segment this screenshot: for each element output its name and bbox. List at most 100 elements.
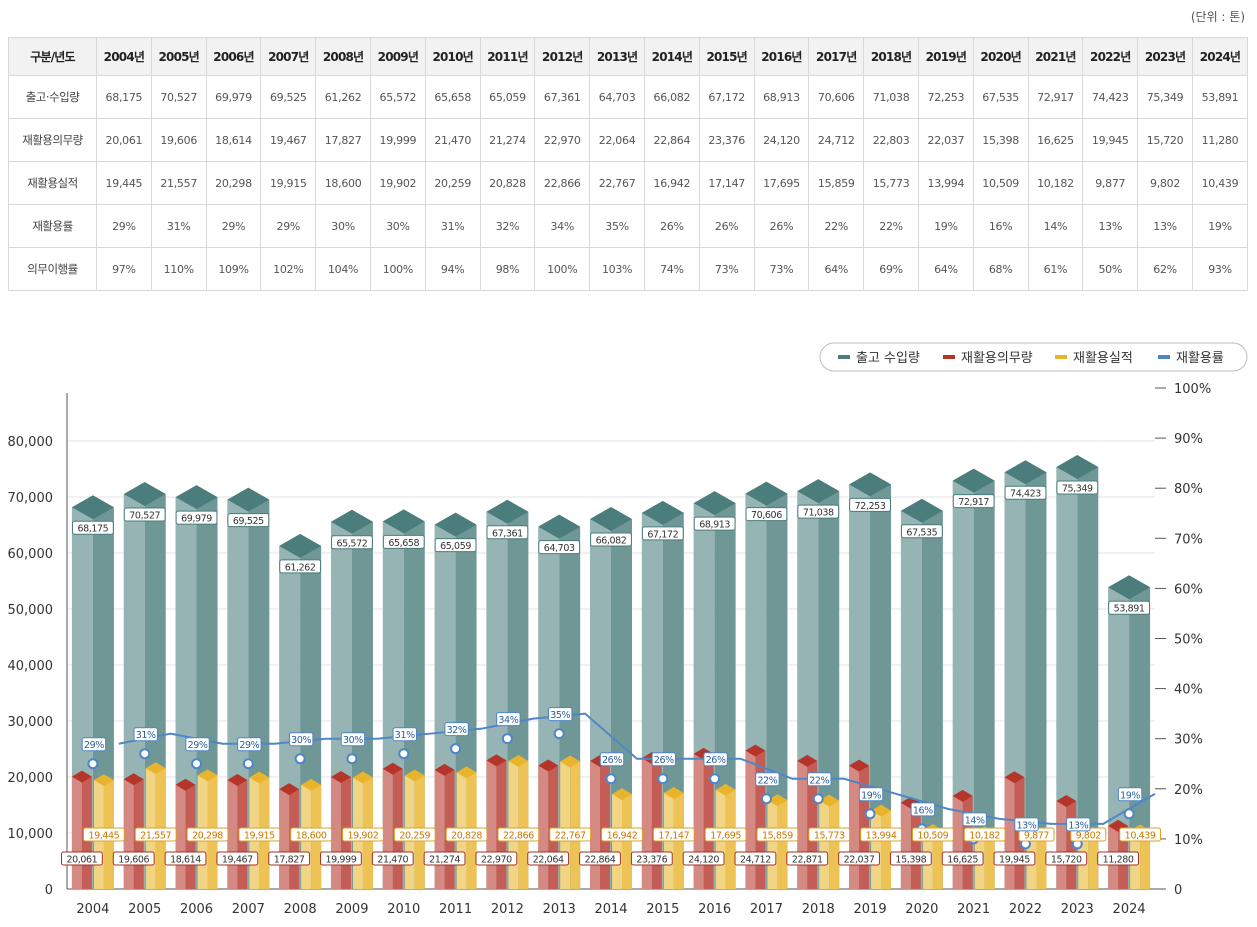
table-header-row: 구분/년도 2004년 2005년 2006년 2007년 2008년 2009년 2010년… (8, 37, 1249, 76)
table-cell: 102% (260, 247, 317, 291)
table-cell: 19,445 (96, 161, 152, 205)
svg-text:64,703: 64,703 (544, 543, 575, 554)
table-cell: 26% (753, 204, 810, 248)
svg-text:69,979: 69,979 (181, 514, 212, 525)
svg-text:68,175: 68,175 (77, 524, 108, 535)
svg-text:24,120: 24,120 (688, 855, 719, 866)
table-cell: 67,535 (972, 75, 1029, 119)
x-tick-label: 2012 (491, 902, 524, 917)
label-actual: 19,902 (342, 827, 384, 842)
table-cell: 69,979 (205, 75, 262, 119)
table-cell: 15,720 (1137, 118, 1193, 162)
label-obligation: 17,827 (268, 851, 311, 866)
y-left-tick-label: 0 (45, 883, 53, 898)
table-year-header: 2020년 (972, 37, 1029, 76)
table-cell: 29% (260, 204, 317, 248)
table-cell: 30% (315, 204, 371, 248)
table-cell: 67,172 (698, 75, 755, 119)
table-cell: 19,945 (1082, 118, 1139, 162)
label-rate: 14% (962, 812, 987, 827)
y-right-tick-label: 30% (1174, 733, 1203, 748)
x-tick-label: 2019 (854, 902, 887, 917)
table-cell: 19,902 (369, 161, 426, 205)
table-cell: 72,917 (1027, 75, 1084, 119)
label-rate: 31% (392, 727, 417, 742)
x-tick-label: 2013 (543, 902, 576, 917)
svg-text:19,945: 19,945 (999, 855, 1030, 866)
table-cell: 15,773 (863, 161, 919, 205)
rate-point (709, 773, 721, 785)
x-tick-label: 2008 (284, 902, 317, 917)
x-tick-label: 2024 (1113, 902, 1146, 917)
rate-point (398, 748, 410, 760)
table-cell: 10,509 (972, 161, 1029, 205)
table-row-label: 의무이행률 (8, 247, 97, 291)
table-cell: 9,802 (1137, 161, 1193, 205)
x-tick-label: 2011 (439, 902, 472, 917)
label-actual: 19,915 (238, 827, 281, 842)
table-cell: 31% (424, 204, 481, 248)
x-tick-label: 2005 (128, 902, 161, 917)
rate-point (191, 758, 203, 770)
svg-text:20,259: 20,259 (399, 831, 430, 842)
table-cell: 69,525 (260, 75, 317, 119)
label-obligation: 11,280 (1097, 851, 1139, 866)
svg-text:18,614: 18,614 (170, 855, 201, 866)
table-cell: 18,600 (315, 161, 371, 205)
bar-obligation (797, 754, 818, 889)
table-cell: 50% (1082, 247, 1139, 291)
x-tick-label: 2018 (802, 902, 835, 917)
label-total: 67,361 (486, 525, 529, 540)
table-cell: 17,827 (315, 118, 371, 162)
table-cell: 65,059 (479, 75, 536, 119)
svg-text:31%: 31% (136, 730, 156, 741)
table-cell: 53,891 (1191, 75, 1249, 119)
label-actual: 19,445 (83, 827, 125, 842)
x-tick-label: 2014 (594, 902, 627, 917)
label-total: 67,172 (641, 526, 684, 541)
table-cell: 22,864 (643, 118, 700, 162)
table-cell: 22,803 (863, 118, 919, 162)
label-actual: 13,994 (860, 827, 902, 842)
x-tick-label: 2009 (335, 902, 368, 917)
label-rate: 35% (547, 707, 573, 721)
x-tick-label: 2004 (76, 902, 109, 917)
bar-total (1056, 455, 1099, 889)
table-year-header: 2009년 (369, 37, 426, 76)
table-cell: 10,439 (1191, 161, 1249, 205)
label-obligation: 19,606 (112, 851, 155, 866)
svg-text:71,038: 71,038 (803, 508, 834, 519)
table-cell: 17,695 (753, 161, 810, 205)
table-cell: 13,994 (917, 161, 974, 205)
bar-actual (145, 762, 166, 889)
label-obligation: 22,064 (527, 851, 570, 866)
table-cell: 14% (1027, 204, 1084, 248)
label-rate: 16% (910, 802, 936, 817)
table-cell: 24,120 (753, 118, 810, 162)
table-cell: 64% (808, 247, 865, 291)
combo-chart: 0 10,000 20,000 30,000 40,000 50,000 60,000 70,… (8, 342, 1248, 917)
y-right-tick-label: 10% (1174, 833, 1203, 848)
svg-text:16%: 16% (913, 805, 933, 816)
table-year-header: 2019년 (917, 37, 974, 76)
svg-text:66,082: 66,082 (596, 535, 627, 546)
label-rate: 34% (496, 712, 521, 726)
table-cell: 26% (643, 204, 700, 248)
table-cell: 68% (972, 247, 1029, 291)
x-tick-label: 2022 (1009, 902, 1042, 917)
svg-text:19,606: 19,606 (118, 855, 149, 866)
table-corner-header: 구분/년도 (8, 37, 97, 76)
label-total: 65,658 (382, 534, 425, 549)
label-obligation: 22,037 (838, 851, 880, 866)
label-obligation: 19,467 (216, 851, 259, 866)
table-cell: 22,866 (534, 161, 591, 205)
svg-text:22%: 22% (809, 775, 829, 786)
table-cell: 21,557 (150, 161, 207, 205)
table-cell: 61% (1027, 247, 1084, 291)
table-cell: 35% (589, 204, 645, 248)
table-cell: 98% (479, 247, 536, 291)
bar-actual (767, 794, 788, 889)
svg-text:22,037: 22,037 (844, 855, 875, 866)
label-rate: 22% (755, 772, 780, 786)
rate-point (294, 753, 306, 765)
